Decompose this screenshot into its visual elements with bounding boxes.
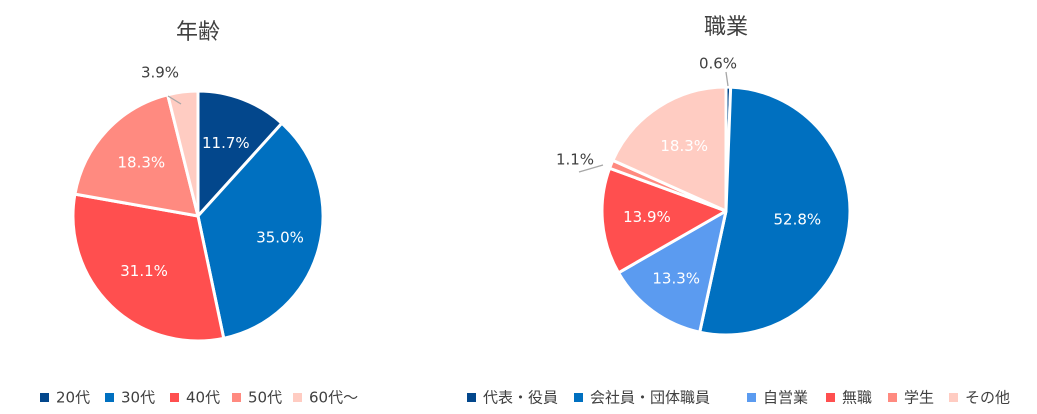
pie-slice: [600, 166, 728, 275]
data-label: 13.9%: [623, 208, 671, 226]
legend-swatch: [574, 393, 583, 402]
legend: 20代 30代 40代 50代 60代〜: [40, 389, 358, 407]
pie-chart-2: 職業 0.6% 52.8% 13.3% 13.9% 1.1% 18.3% 代表・役員 会社員・団…: [467, 15, 1010, 407]
data-label: 52.8%: [774, 211, 822, 229]
legend-swatch: [826, 393, 835, 402]
legend-swatch: [293, 393, 302, 402]
data-label: 1.1%: [556, 151, 594, 169]
pie-chart-1: 年齢 11.7% 35.0% 31.1% 18.3% 3.9% 20代 30代 40代 50代 60…: [40, 20, 358, 407]
data-label: 18.3%: [660, 137, 708, 155]
legend-swatch: [747, 393, 756, 402]
data-label: 18.3%: [118, 154, 166, 172]
legend: 代表・役員 会社員・団体職員 自営業 無職 学生 その他: [467, 389, 1010, 407]
legend-swatch: [232, 393, 241, 402]
legend-swatch: [170, 393, 179, 402]
leader-line: [167, 95, 182, 105]
pie-slice: [166, 89, 200, 218]
data-label: 0.6%: [699, 55, 737, 73]
legend-label: 会社員・団体職員: [590, 389, 710, 407]
legend-label: 20代: [56, 389, 90, 407]
legend-swatch: [888, 393, 897, 402]
data-label: 11.7%: [202, 134, 250, 152]
legend-swatch: [105, 393, 114, 402]
leader-line: [725, 71, 729, 87]
legend-label: 50代: [248, 389, 282, 407]
legend-swatch: [949, 393, 958, 402]
pie-slice: [73, 93, 200, 218]
data-label: 31.1%: [120, 262, 168, 280]
pie-slice: [616, 209, 728, 334]
legend-swatch: [467, 393, 476, 402]
chart-title: 年齢: [176, 20, 220, 45]
chart-title: 職業: [704, 15, 748, 40]
data-label: 3.9%: [141, 64, 179, 82]
legend-label: 代表・役員: [483, 389, 558, 407]
legend-label: 自営業: [763, 389, 808, 407]
pie-slice: [698, 85, 852, 337]
leader-line: [578, 164, 604, 173]
legend-label: 無職: [842, 389, 872, 407]
legend-swatch: [40, 393, 49, 402]
pie-slice: [196, 89, 284, 218]
legend-label: 60代〜: [309, 389, 358, 407]
legend-label: 40代: [186, 389, 220, 407]
pie-slice: [611, 85, 728, 213]
data-label: 35.0%: [256, 229, 304, 247]
pie-slice: [196, 121, 325, 340]
pie-slice: [71, 192, 226, 343]
legend-label: その他: [965, 389, 1010, 407]
data-label: 13.3%: [652, 270, 700, 288]
legend-label: 学生: [904, 389, 934, 407]
legend-label: 30代: [121, 389, 155, 407]
